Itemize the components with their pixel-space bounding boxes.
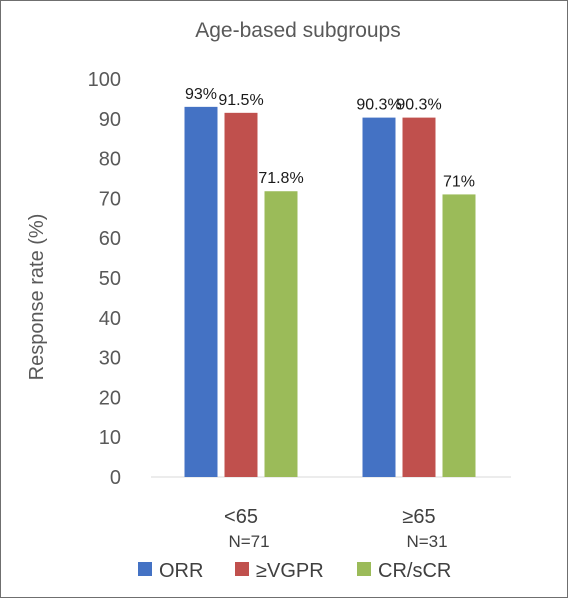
legend-label: ORR (159, 560, 203, 582)
y-tick-label: 80 (99, 149, 121, 171)
legend-swatch (235, 562, 249, 576)
bar-vgpr-2 (402, 117, 436, 477)
y-tick-label: 50 (99, 268, 121, 290)
legend-label: CR/sCR (378, 560, 451, 582)
bar-crscr-2 (442, 194, 476, 478)
category-sublabel: N=31 (406, 532, 447, 551)
bar-orr-2 (362, 117, 396, 477)
chart-title: Age-based subgroups (195, 19, 400, 42)
data-label: 90.3% (356, 97, 401, 114)
y-tick-label: 0 (110, 467, 121, 489)
y-tick-label: 60 (99, 228, 121, 250)
data-label: 91.5% (218, 92, 263, 109)
y-tick-label: 30 (99, 348, 121, 370)
category-label: ≥65 (402, 506, 435, 528)
y-tick-label: 10 (99, 427, 121, 449)
y-axis-label: Response rate (%) (26, 214, 48, 381)
legend: ORR ≥VGPR CR/sCR (138, 560, 451, 582)
data-label: 90.3% (396, 97, 441, 114)
y-tick-label: 40 (99, 308, 121, 330)
y-tick-label: 100 (88, 69, 121, 91)
category-label: <65 (224, 506, 258, 528)
category-labels: <65 N=71 ≥65 N=31 (224, 506, 448, 551)
y-tick-label: 20 (99, 387, 121, 409)
bar-crscr-1 (264, 191, 298, 477)
data-label: 93% (185, 86, 217, 103)
bar-orr-1 (184, 106, 218, 478)
bar-vgpr-1 (224, 112, 258, 477)
data-labels: 93% 91.5% 71.8% 90.3%90.3% 71% (185, 86, 475, 191)
category-sublabel: N=71 (228, 532, 269, 551)
data-label: 71% (443, 173, 475, 190)
legend-swatch (357, 562, 371, 576)
data-label: 71.8% (258, 170, 303, 187)
y-tick-label: 90 (99, 109, 121, 131)
bar-series (184, 106, 476, 478)
y-axis-ticks: 0 10 20 30 40 50 60 70 80 90 100 (88, 69, 121, 489)
y-tick-label: 70 (99, 188, 121, 210)
legend-swatch (138, 562, 152, 576)
legend-label: ≥VGPR (256, 560, 324, 582)
